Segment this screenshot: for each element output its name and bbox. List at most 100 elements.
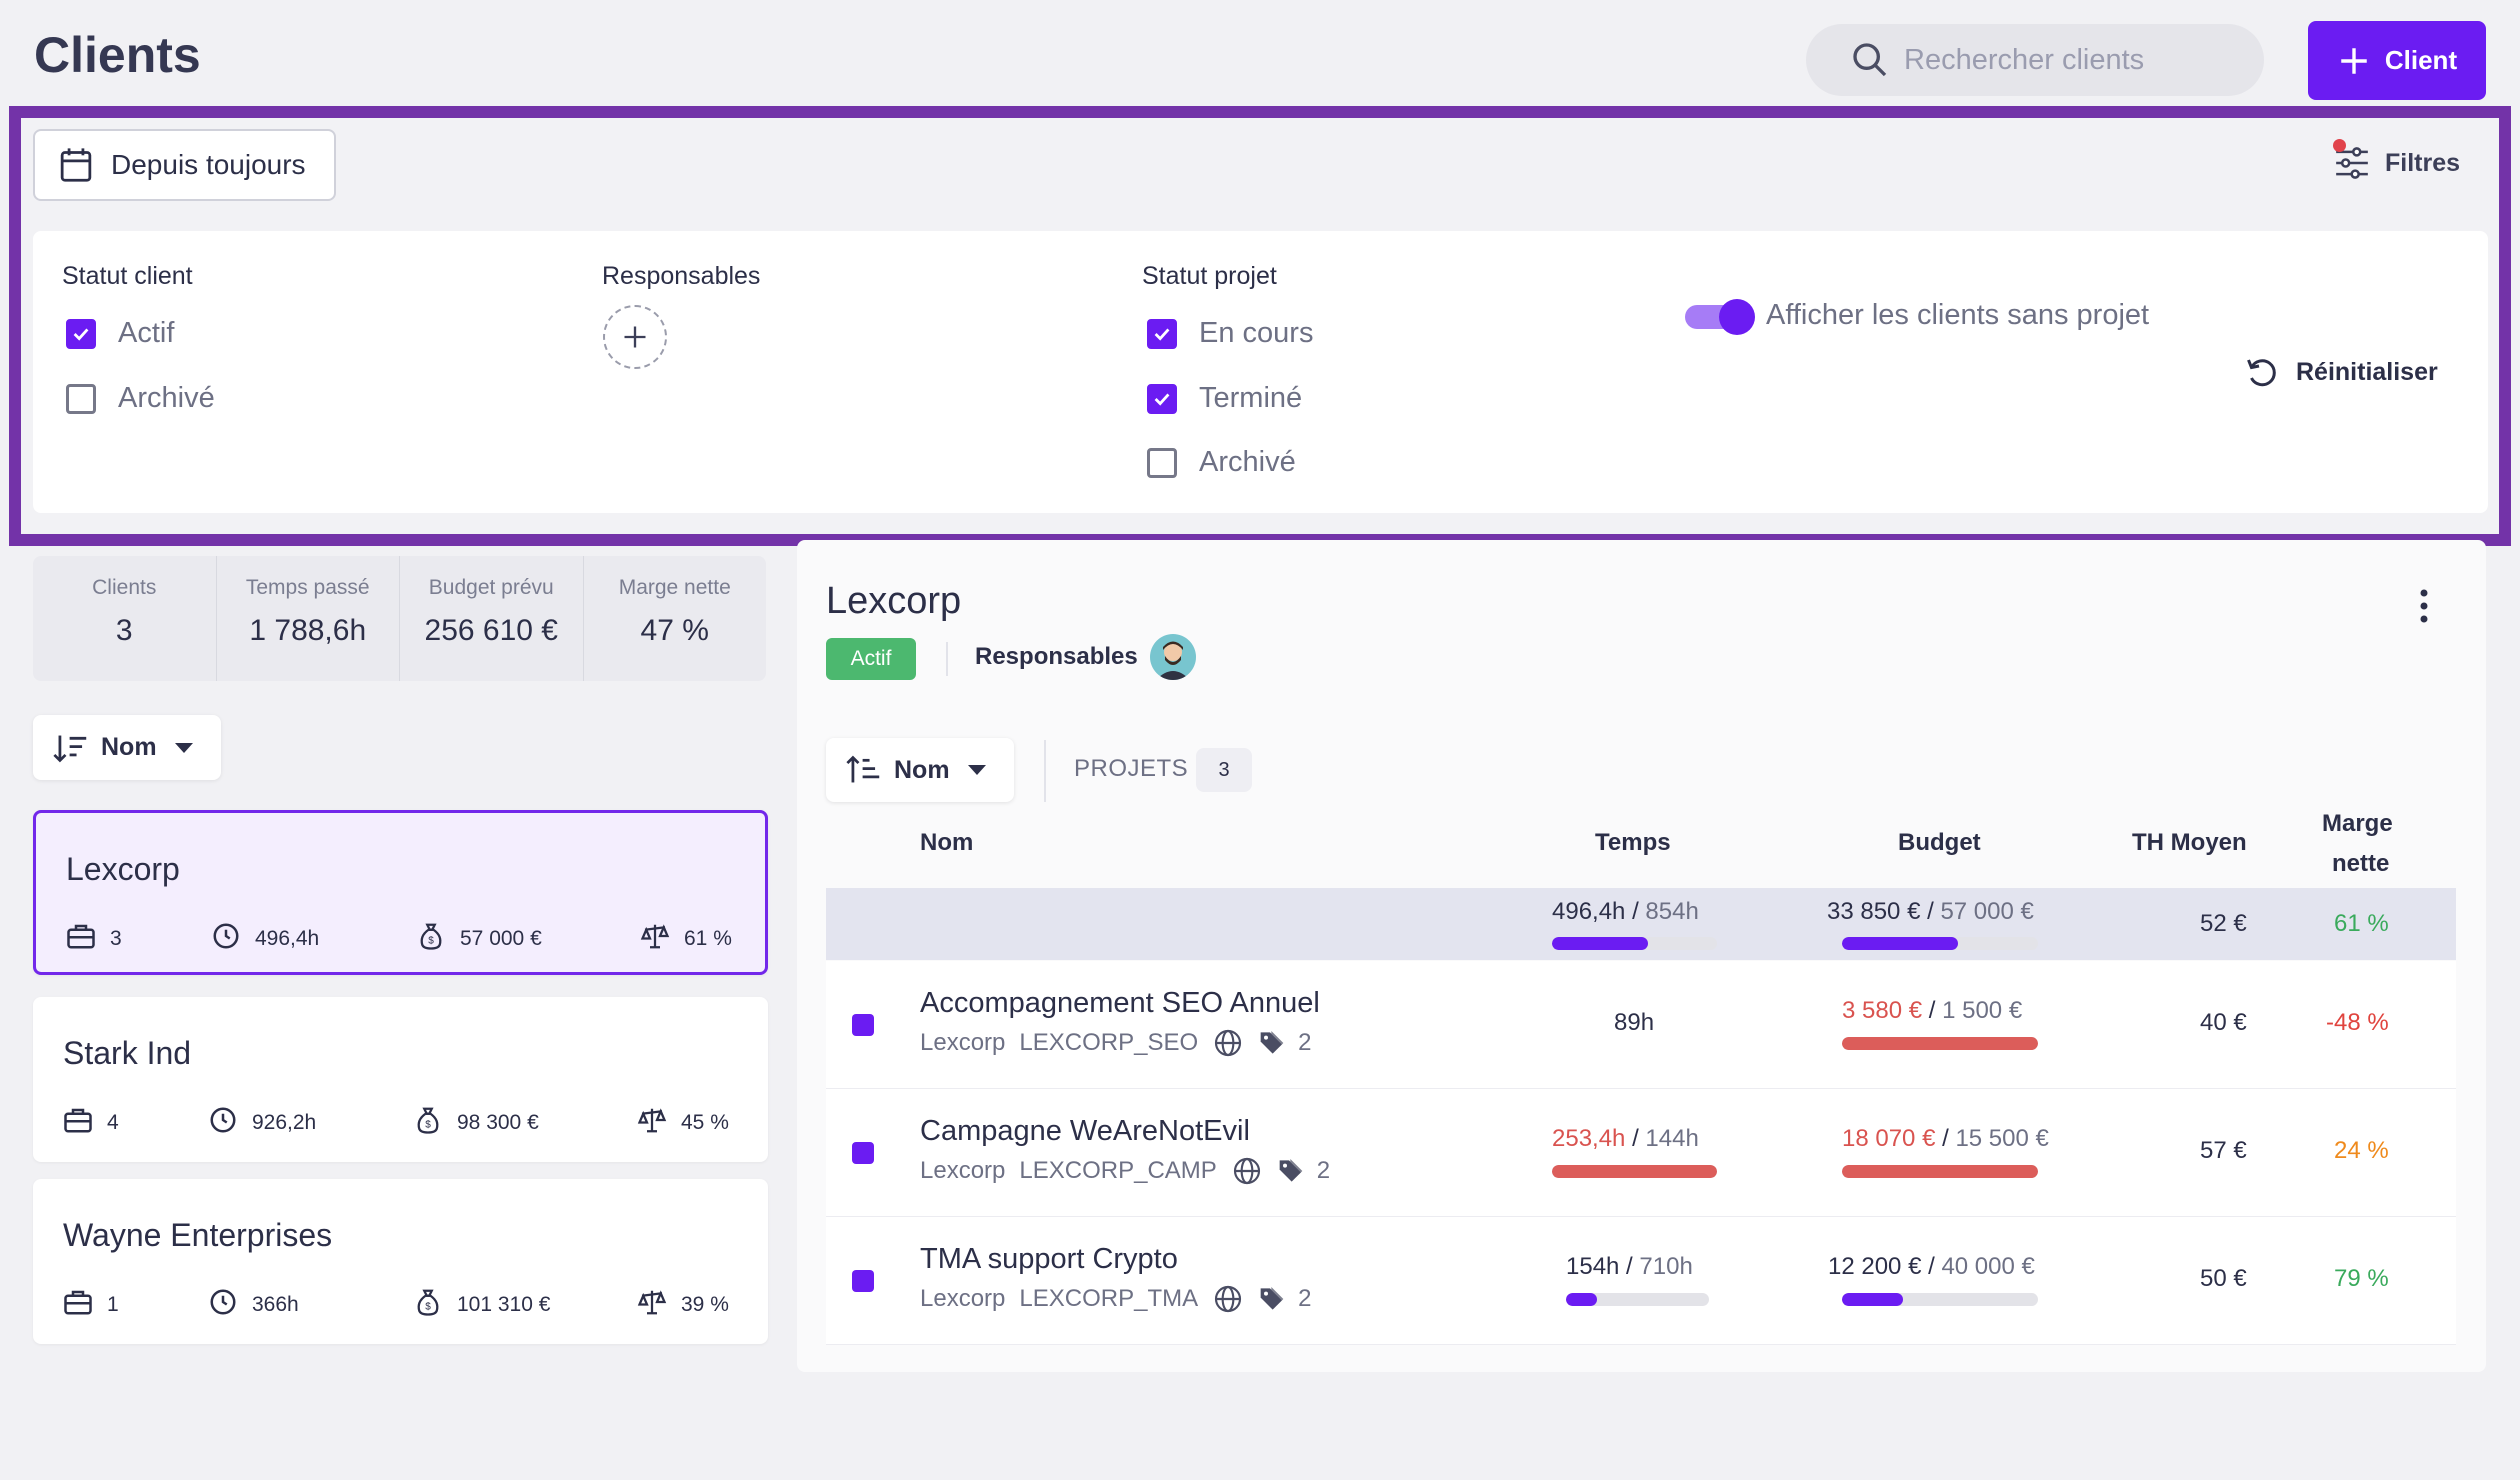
project-code: LEXCORP_SEO: [1019, 1029, 1199, 1056]
project-th: 40 €: [2200, 1009, 2247, 1036]
column-header-marge[interactable]: Marge: [2322, 810, 2393, 837]
checkbox-client-actif[interactable]: Actif: [66, 317, 174, 350]
project-tags: 2: [1258, 1283, 1311, 1315]
add-client-label: Client: [2384, 45, 2458, 75]
column-header-marge-nette[interactable]: nette: [2332, 850, 2390, 877]
column-header-nom[interactable]: Nom: [920, 829, 974, 856]
client-card[interactable]: Stark Ind 4 926,2h $98 300 € 45 %: [33, 997, 768, 1162]
metric-value: 366h: [252, 1293, 299, 1316]
client-detail-title: Lexcorp: [826, 580, 962, 622]
stat-budget: Budget prévu 256 610 €: [400, 556, 584, 681]
checkbox-unchecked-icon: [1147, 447, 1177, 478]
project-budget: 18 070 € / 15 500 €: [1842, 1125, 2049, 1152]
total-budget: 33 850 € / 57 000 €: [1827, 898, 2034, 925]
responsables-label: Responsables: [975, 643, 1138, 670]
checkbox-projet-termine[interactable]: Terminé: [1147, 382, 1302, 415]
column-header-temps[interactable]: Temps: [1595, 829, 1671, 856]
checkbox-client-archive[interactable]: Archivé: [66, 382, 215, 415]
projects-tab-label[interactable]: PROJETS: [1074, 755, 1189, 782]
client-metric-margin: 45 %: [637, 1105, 729, 1141]
progress-fill: [1842, 937, 1958, 950]
more-options-icon[interactable]: [2414, 588, 2434, 624]
tags-count: 2: [1316, 1157, 1331, 1184]
project-row[interactable]: Accompagnement SEO Annuel Lexcorp LEXCORP_…: [826, 961, 2456, 1089]
time-spent: 253,4h: [1552, 1125, 1626, 1152]
budget-progress: [1842, 1037, 2038, 1050]
briefcase-icon: [63, 1105, 93, 1141]
checkbox-projet-archive[interactable]: Archivé: [1147, 446, 1296, 479]
total-budget-progress: [1842, 937, 2038, 950]
client-metric-budget: $101 310 €: [413, 1287, 550, 1323]
project-client: Lexcorp: [920, 1157, 1006, 1184]
metric-value: 101 310 €: [457, 1293, 551, 1316]
reset-filters-button[interactable]: Réinitialiser: [2244, 354, 2438, 390]
tags-icon: [1260, 1031, 1284, 1054]
progress-fill: [1552, 937, 1648, 950]
add-client-button[interactable]: Client: [2308, 21, 2486, 100]
avatar[interactable]: [1150, 634, 1196, 680]
metric-value: 98 300 €: [457, 1111, 539, 1134]
active-filters-dot: [2333, 139, 2346, 152]
metric-value: 1: [107, 1293, 119, 1316]
page-title: Clients: [34, 27, 201, 83]
reset-icon: [2247, 359, 2276, 387]
plus-icon: [624, 326, 646, 348]
total-time-progress: [1552, 937, 1717, 950]
total-time: 496,4h / 854h: [1552, 898, 1699, 925]
project-sort-dropdown[interactable]: Nom: [826, 738, 1014, 802]
client-card[interactable]: Lexcorp 3 496,4h $57 000 € 61 %: [33, 810, 768, 975]
svg-text:$: $: [425, 1120, 431, 1131]
column-header-budget[interactable]: Budget: [1898, 829, 1981, 856]
tags-count: 2: [1298, 1029, 1312, 1056]
project-client: Lexcorp: [920, 1029, 1006, 1056]
project-name: Campagne WeAreNotEvil: [920, 1115, 1250, 1147]
filter-panel: [33, 231, 2488, 513]
show-clients-without-project-toggle[interactable]: [1685, 299, 1755, 335]
stat-value: 256 610 €: [424, 614, 558, 647]
toggle-label: Afficher les clients sans projet: [1766, 299, 2150, 331]
caret-down-icon: [174, 742, 193, 753]
client-metric-margin: 61 %: [640, 921, 732, 957]
project-code: LEXCORP_TMA: [1019, 1285, 1199, 1312]
checkbox-projet-en-cours[interactable]: En cours: [1147, 317, 1313, 350]
checkbox-label: En cours: [1199, 317, 1314, 349]
budget-planned: 57 000 €: [1940, 898, 2034, 925]
column-header-th-moyen[interactable]: TH Moyen: [2132, 829, 2247, 856]
project-row[interactable]: TMA support Crypto Lexcorp LEXCORP_TMA 2 154…: [826, 1217, 2456, 1345]
client-metric-time: 366h: [208, 1287, 299, 1323]
project-color-dot: [852, 1142, 874, 1164]
project-budget: 3 580 € / 1 500 €: [1842, 997, 2023, 1024]
stat-label: Temps passé: [245, 576, 370, 599]
budget-spent: 3 580 €: [1842, 997, 1923, 1024]
date-range-button[interactable]: Depuis toujours: [33, 129, 336, 201]
statut-projet-title: Statut projet: [1142, 262, 1277, 290]
progress-fill: [1552, 1165, 1717, 1178]
budget-planned: 1 500 €: [1942, 997, 2023, 1024]
client-sort-dropdown[interactable]: Nom: [33, 715, 221, 780]
add-responsable-button[interactable]: [603, 305, 667, 369]
client-name: Lexcorp: [66, 851, 180, 887]
money-bag-icon: $: [413, 1287, 443, 1323]
briefcase-icon: [66, 921, 96, 957]
balance-scale-icon: [637, 1287, 667, 1323]
project-tags: 2: [1277, 1155, 1330, 1187]
client-card[interactable]: Wayne Enterprises 1 366h $101 310 € 39 %: [33, 1179, 768, 1344]
metric-value: 45 %: [681, 1111, 729, 1134]
plus-icon: [2341, 47, 2367, 74]
search-input[interactable]: Rechercher clients: [1806, 24, 2264, 96]
svg-text:$: $: [428, 936, 434, 947]
stat-value: 47 %: [640, 614, 709, 647]
time-progress: [1552, 1165, 1717, 1178]
budget-spent: 18 070 €: [1842, 1125, 1936, 1152]
filters-toggle-button[interactable]: Filtres: [2333, 139, 2460, 183]
checkbox-label: Archivé: [118, 382, 215, 414]
client-metric-budget: $57 000 €: [416, 921, 542, 957]
total-th: 52 €: [2200, 910, 2247, 937]
stat-label: Budget prévu: [428, 576, 554, 599]
stat-value: 1 788,6h: [249, 614, 367, 647]
time-planned: 710h: [1639, 1253, 1693, 1280]
status-badge: Actif: [826, 638, 916, 680]
project-row[interactable]: Campagne WeAreNotEvil Lexcorp LEXCORP_CAMP…: [826, 1089, 2456, 1217]
checkbox-label: Archivé: [1199, 446, 1296, 478]
responsables-title: Responsables: [602, 262, 761, 290]
